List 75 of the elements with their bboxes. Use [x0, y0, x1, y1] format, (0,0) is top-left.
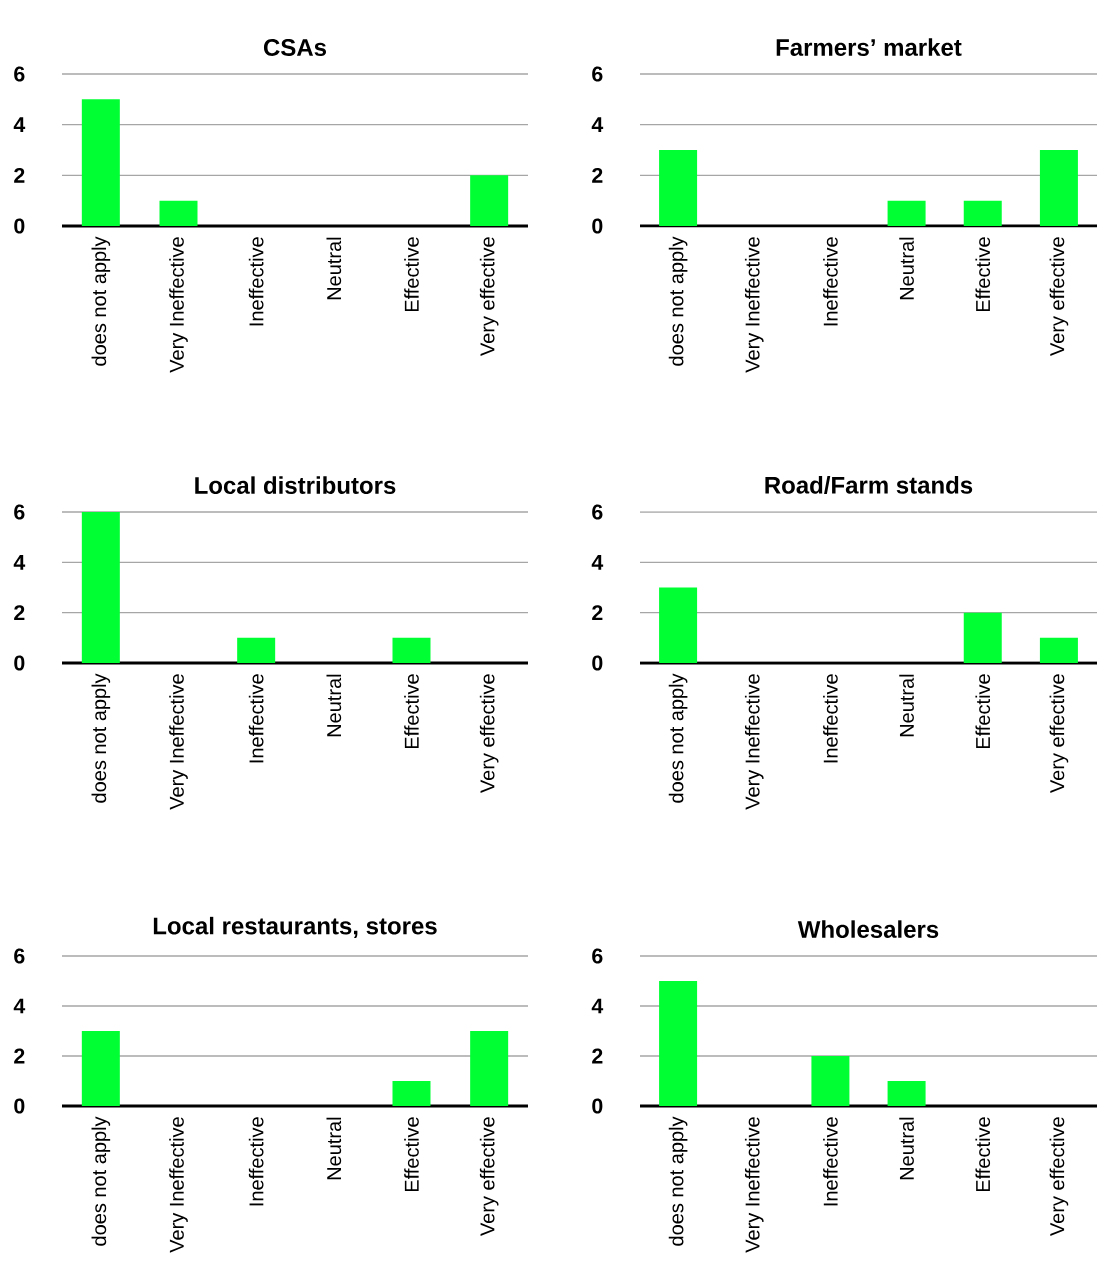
x-tick-label: Effective — [975, 237, 990, 312]
y-tick-label: 6 — [13, 66, 25, 82]
bar — [811, 1055, 850, 1106]
x-tick-label: Neutral — [899, 237, 914, 300]
y-tick-label: 6 — [13, 948, 25, 964]
y-tick-label: 2 — [591, 605, 603, 621]
x-tick-label: Ineffective — [248, 674, 264, 763]
x-tick-label: Effective — [975, 1117, 990, 1192]
x-tick-label: Neutral — [326, 237, 341, 300]
x-tick-label: Very effective — [1049, 237, 1069, 356]
chart-title: Farmers’ market — [776, 38, 962, 56]
x-tick-label: does not apply — [668, 673, 688, 803]
y-tick-label: 0 — [592, 1098, 603, 1114]
y-tick-label: 0 — [592, 218, 603, 234]
x-tick-label: Effective — [403, 237, 419, 312]
y-tick-label: 0 — [592, 655, 603, 671]
x-tick-label: Ineffective — [822, 674, 838, 763]
x-tick-label: Neutral — [326, 1117, 341, 1180]
y-tick-label: 6 — [591, 66, 603, 82]
y-tick-label: 2 — [591, 167, 603, 183]
y-tick-label: 2 — [13, 167, 25, 183]
chart-title: Road/Farm stands — [765, 476, 972, 494]
x-tick-label: Ineffective — [248, 237, 264, 326]
x-tick-label: does not apply — [91, 673, 110, 803]
y-tick-label: 4 — [13, 998, 25, 1014]
x-tick-label: Ineffective — [822, 1117, 838, 1206]
y-tick-label: 6 — [591, 948, 603, 964]
x-tick-label: Very effective — [1049, 674, 1069, 794]
x-tick-label: does not apply — [91, 236, 110, 366]
bar — [658, 980, 697, 1106]
x-tick-label: Effective — [975, 674, 990, 749]
bar — [1039, 637, 1078, 663]
bar — [963, 612, 1002, 663]
y-tick-label: 4 — [13, 554, 25, 570]
chart-title: Local restaurants, stores — [153, 916, 437, 938]
y-tick-label: 0 — [14, 655, 25, 671]
y-tick-label: 4 — [591, 554, 603, 570]
x-tick-label: Neutral — [899, 674, 914, 737]
x-tick-label: Effective — [403, 1117, 419, 1192]
y-tick-label: 2 — [591, 1048, 603, 1064]
x-tick-label: Neutral — [326, 674, 341, 737]
x-tick-label: Very Ineffective — [744, 674, 764, 810]
x-tick-label: Very Ineffective — [168, 237, 188, 373]
x-tick-label: Very Ineffective — [168, 1117, 188, 1253]
bar — [887, 1080, 926, 1106]
y-tick-label: 4 — [591, 998, 603, 1014]
chart-title: CSAs — [263, 38, 326, 56]
x-tick-label: Very effective — [1049, 1117, 1069, 1237]
y-tick-label: 2 — [13, 1048, 25, 1064]
y-tick-label: 0 — [14, 218, 25, 234]
x-tick-label: Ineffective — [248, 1117, 264, 1206]
chart-title: Local distributors — [195, 476, 396, 494]
y-tick-label: 0 — [14, 1098, 25, 1114]
x-tick-label: Very effective — [479, 1117, 499, 1237]
bar — [658, 587, 697, 663]
x-tick-label: Very Ineffective — [744, 1117, 764, 1253]
y-tick-label: 6 — [591, 504, 603, 520]
x-tick-label: does not apply — [91, 1116, 110, 1246]
x-tick-label: Very Ineffective — [744, 237, 764, 373]
y-tick-label: 2 — [13, 605, 25, 621]
bar — [469, 175, 508, 226]
bar — [81, 99, 120, 226]
x-tick-label: Very Ineffective — [168, 674, 188, 810]
x-tick-label: Very effective — [479, 674, 499, 794]
x-tick-label: does not apply — [668, 236, 688, 366]
bar — [159, 200, 198, 226]
x-tick-label: Very effective — [479, 237, 499, 356]
x-tick-label: Effective — [403, 674, 419, 749]
x-tick-label: Neutral — [899, 1117, 914, 1180]
chart-title: Wholesalers — [797, 920, 938, 938]
y-tick-label: 6 — [13, 504, 25, 520]
x-tick-label: does not apply — [668, 1116, 688, 1246]
y-tick-label: 4 — [591, 117, 603, 132]
x-tick-label: Ineffective — [822, 237, 838, 326]
y-tick-label: 4 — [13, 117, 25, 132]
